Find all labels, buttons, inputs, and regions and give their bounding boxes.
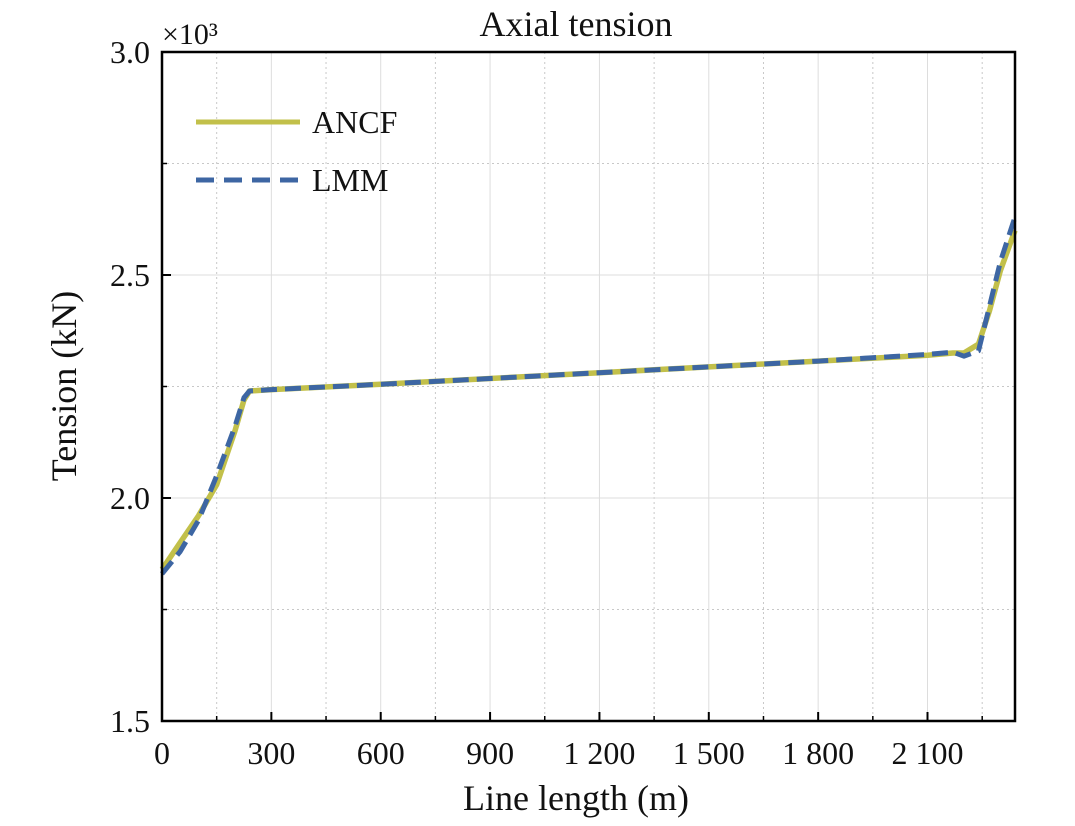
x-tick-label: 2 100 (892, 735, 964, 771)
series-line-lmm (160, 216, 1018, 576)
y-tick-label: 1.5 (110, 703, 150, 739)
y-tick-label: 2.5 (110, 257, 150, 293)
x-tick-label: 600 (357, 735, 405, 771)
y-axis-title: Tension (kN) (44, 291, 84, 481)
minor-grid (162, 52, 1015, 721)
chart-title: Axial tension (480, 4, 673, 44)
y-multiplier-label: ×10³ (162, 18, 218, 51)
legend-label-ancf: ANCF (312, 104, 397, 140)
x-tick-label: 900 (466, 735, 514, 771)
x-tick-label: 300 (247, 735, 295, 771)
x-tick-label: 1 800 (782, 735, 854, 771)
series-line-ancf (159, 229, 1018, 571)
x-tick-label: 1 200 (563, 735, 635, 771)
series-layer (159, 216, 1018, 576)
y-tick-label: 2.0 (110, 480, 150, 516)
legend: ANCF LMM (196, 104, 397, 198)
legend-label-lmm: LMM (312, 162, 388, 198)
y-axis-ticks: 1.5 2.0 2.5 3.0 (110, 34, 171, 739)
major-grid (162, 52, 1015, 721)
x-tick-label: 1 500 (673, 735, 745, 771)
x-axis-title: Line length (m) (463, 778, 689, 818)
x-tick-label: 0 (154, 735, 170, 771)
x-axis-ticks: 0 300 600 900 1 200 1 500 1 800 2 100 (154, 712, 983, 771)
y-tick-label: 3.0 (110, 34, 150, 70)
